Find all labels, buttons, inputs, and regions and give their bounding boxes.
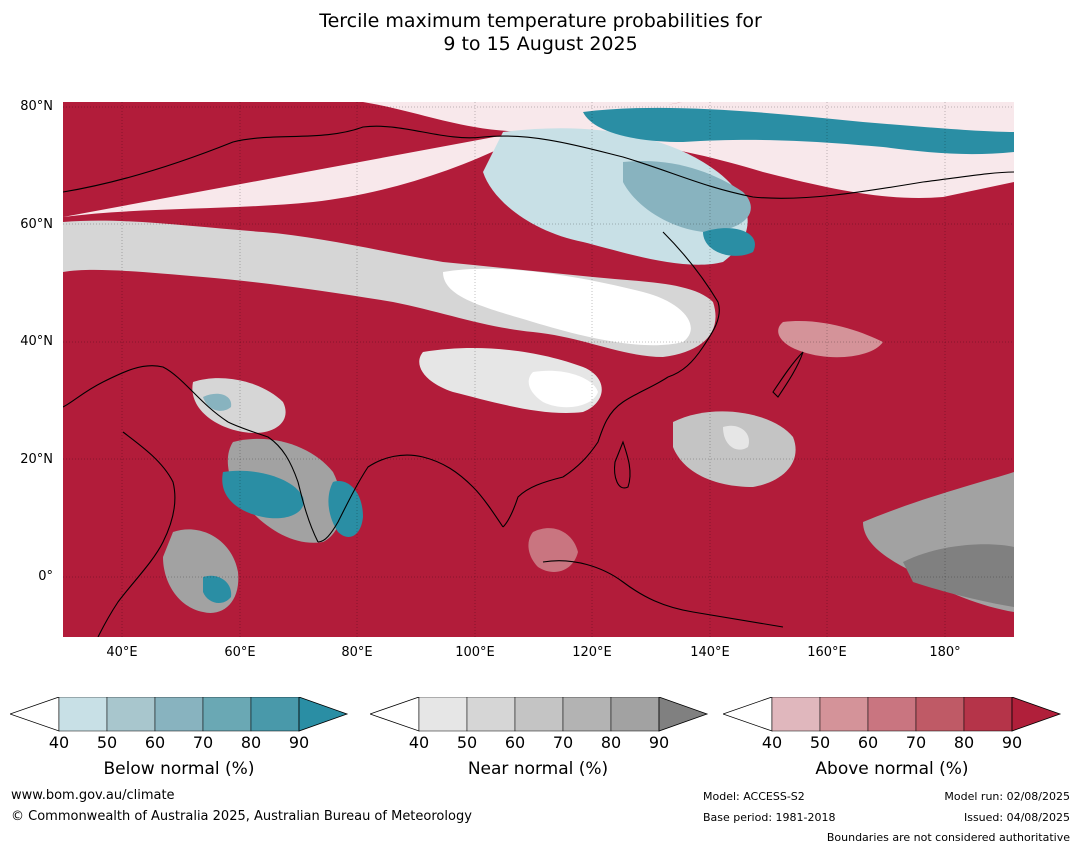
model-text: Model: ACCESS-S2 <box>703 790 805 803</box>
issued-text: Issued: 04/08/2025 <box>963 811 1070 824</box>
disclaimer-text: Boundaries are not considered authoritat… <box>826 831 1070 844</box>
mongolia-near-normal <box>443 268 691 346</box>
copyright-text: © Commonwealth of Australia 2025, Austra… <box>11 809 472 824</box>
west-pacific-near-normal-light <box>723 425 749 450</box>
central-pacific-near-normal-strong <box>903 544 1014 607</box>
tick: 60 <box>504 733 526 752</box>
lon-label-180: 180° <box>929 645 961 660</box>
tick: 80 <box>240 733 262 752</box>
graticule <box>63 102 1014 637</box>
title-line-1: Tercile maximum temperature probabilitie… <box>319 10 762 32</box>
tick: 90 <box>1001 733 1023 752</box>
colorbar-near-normal <box>370 697 709 732</box>
title-line-2: 9 to 15 August 2025 <box>443 33 638 55</box>
map-canvas <box>63 102 1014 637</box>
tick: 40 <box>408 733 430 752</box>
tick: 50 <box>96 733 118 752</box>
base-period-text: Base period: 1981-2018 <box>703 811 836 824</box>
indian-ocean-below-normal <box>203 575 232 604</box>
arabian-sea-below-normal <box>222 470 304 519</box>
coastlines <box>63 125 1014 637</box>
tick: 60 <box>857 733 879 752</box>
colorbar-near-title: Near normal (%) <box>467 759 609 779</box>
middle-east-near-normal <box>192 378 286 433</box>
lat-label-60n: 60°N <box>20 217 53 232</box>
probability-map <box>63 102 1014 637</box>
colorbar-above-normal <box>723 697 1062 732</box>
tick: 90 <box>288 733 310 752</box>
lat-label-20n: 20°N <box>20 452 53 467</box>
tick: 70 <box>192 733 214 752</box>
tick: 70 <box>552 733 574 752</box>
north-pacific-above-normal-light <box>778 321 883 358</box>
tick: 80 <box>600 733 622 752</box>
colorbar-above-title: Above normal (%) <box>815 759 969 779</box>
east-siberia-below-normal <box>623 161 751 232</box>
lat-label-80n: 80°N <box>20 99 53 114</box>
map-title: Tercile maximum temperature probabilitie… <box>0 10 1081 56</box>
website-link[interactable]: www.bom.gov.au/climate <box>11 788 175 803</box>
colorbar-below-title: Below normal (%) <box>103 759 255 779</box>
tick: 90 <box>648 733 670 752</box>
lon-label-100e: 100°E <box>455 645 495 660</box>
siberia-below-normal <box>483 128 748 265</box>
lon-label-140e: 140°E <box>690 645 730 660</box>
tick: 50 <box>456 733 478 752</box>
tick: 40 <box>48 733 70 752</box>
tick: 70 <box>905 733 927 752</box>
east-china-near-normal <box>528 370 598 408</box>
lon-label-120e: 120°E <box>572 645 612 660</box>
tick: 40 <box>761 733 783 752</box>
lon-label-80e: 80°E <box>341 645 373 660</box>
lon-label-160e: 160°E <box>807 645 847 660</box>
arctic-below-normal-strong <box>583 107 1014 155</box>
west-pacific-near-normal <box>673 411 796 487</box>
colorbar-below-normal <box>10 697 349 732</box>
lon-label-40e: 40°E <box>106 645 138 660</box>
okhotsk-below-normal <box>703 228 755 256</box>
lat-label-40n: 40°N <box>20 334 53 349</box>
lon-label-60e: 60°E <box>224 645 256 660</box>
tick: 50 <box>809 733 831 752</box>
lat-label-0: 0° <box>38 569 53 584</box>
middle-east-below-normal <box>203 393 232 411</box>
tick: 80 <box>953 733 975 752</box>
model-run-text: Model run: 02/08/2025 <box>944 790 1070 803</box>
tick: 60 <box>144 733 166 752</box>
